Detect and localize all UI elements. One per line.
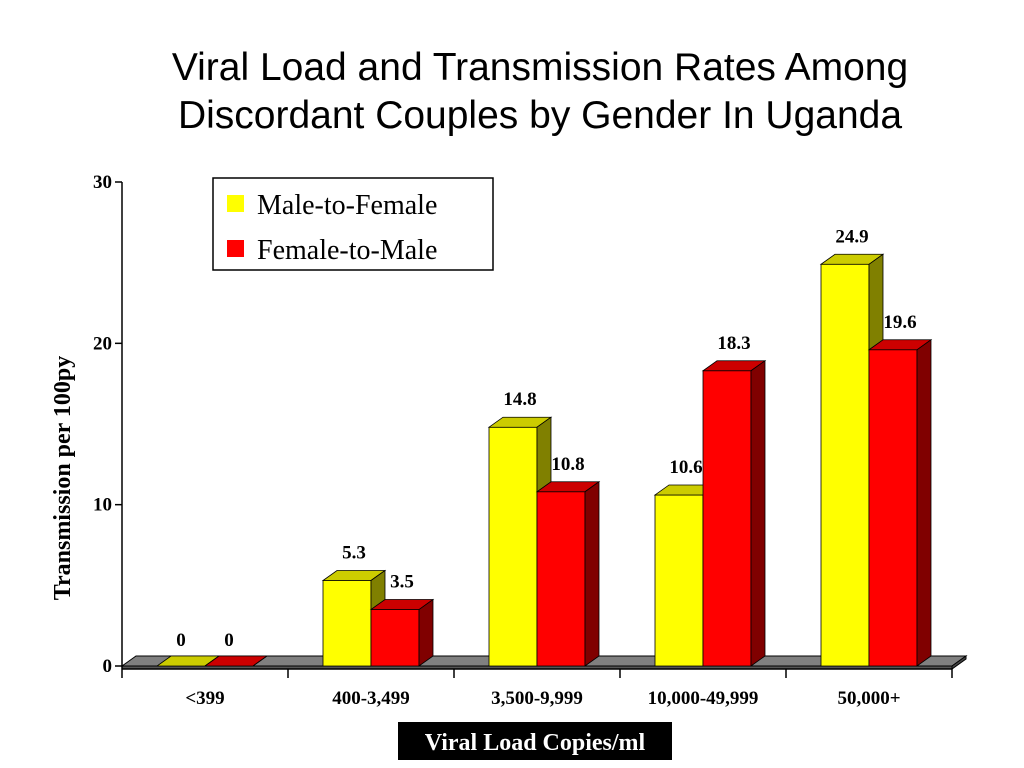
bar-side: [584, 480, 600, 667]
bar-front: [322, 580, 372, 667]
legend-label-male-to-female: Male-to-Female: [257, 190, 437, 221]
bar-front: [702, 370, 752, 667]
data-label-male-to-female: 5.3: [342, 542, 366, 563]
bar-side: [252, 655, 268, 667]
bar-side: [750, 359, 766, 667]
x-tick-label: 400-3,499: [332, 688, 410, 709]
x-tick-label: 10,000-49,999: [648, 688, 759, 709]
legend-label-female-to-male: Female-to-Male: [257, 235, 437, 266]
data-label-female-to-male: 19.6: [883, 312, 916, 333]
data-labels: 0 0 5.3 3.5 14.8 10.8 10.6 18.3 24.9 19.6: [176, 226, 916, 651]
data-label-female-to-male: 10.8: [551, 454, 584, 475]
bar-front: [868, 349, 918, 667]
data-label-female-to-male: 0: [224, 630, 234, 651]
x-axis-title-background: [398, 722, 672, 760]
data-label-male-to-female: 24.9: [835, 226, 868, 247]
bar-front: [370, 609, 420, 667]
axes: 0 10 20 30 <399 400-3,499 3,500-9,999 10,000-49…: [93, 172, 953, 709]
bars: [155, 253, 933, 667]
y-tick-label: 20: [93, 333, 112, 354]
bar-female-to-male: [369, 598, 435, 667]
chart-title: Viral Load and Transmission Rates Among …: [0, 44, 1024, 140]
data-label-male-to-female: 14.8: [503, 389, 536, 410]
data-label-male-to-female: 10.6: [669, 457, 702, 478]
bar-front: [654, 494, 704, 667]
legend: Male-to-Female Female-to-Male: [212, 177, 494, 271]
legend-box: [212, 177, 494, 271]
legend-swatch-male-to-female: [227, 195, 244, 212]
bar-female-to-male: [701, 359, 767, 667]
y-tick-label: 10: [93, 495, 112, 516]
y-tick-label: 30: [93, 172, 112, 193]
x-tick-label: 3,500-9,999: [491, 688, 583, 709]
bar-female-to-male: [203, 655, 269, 667]
bar-side: [916, 339, 932, 667]
y-tick-label: 0: [103, 656, 113, 677]
data-label-male-to-female: 0: [176, 630, 186, 651]
data-label-female-to-male: 3.5: [390, 572, 414, 593]
legend-swatch-female-to-male: [227, 240, 244, 257]
y-axis-title: Transmission per 100py: [50, 356, 76, 601]
x-axis-title: Viral Load Copies/ml: [425, 730, 646, 756]
bar-female-to-male: [535, 480, 601, 667]
x-tick-label: 50,000+: [837, 688, 900, 709]
chart-title-line-2: Discordant Couples by Gender In Uganda: [177, 94, 903, 137]
bar-female-to-male: [867, 339, 933, 667]
chart-title-line-1: Viral Load and Transmission Rates Among: [171, 46, 909, 89]
x-tick-label: <399: [185, 688, 224, 709]
bar-front: [820, 263, 870, 667]
bar-front: [536, 491, 586, 667]
floor-side: [951, 655, 967, 670]
bar-side: [418, 598, 434, 667]
bar-front: [488, 426, 538, 667]
data-label-female-to-male: 18.3: [717, 333, 750, 354]
